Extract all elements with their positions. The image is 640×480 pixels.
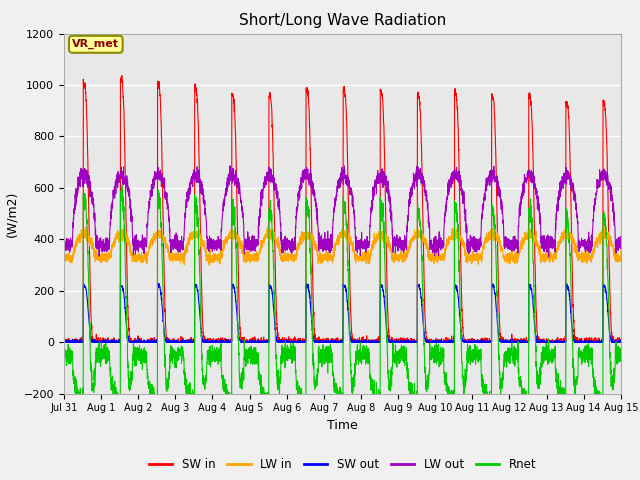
SW in (516, 338, 524, 344)
LW out (60, 237, 68, 242)
LW out (636, 163, 640, 168)
SW out (525, 281, 533, 287)
LW in (444, 240, 452, 246)
LW in (60, 256, 68, 262)
LW in (163, 245, 170, 251)
SW in (525, 90, 533, 96)
Rnet (163, 387, 170, 393)
LW out (525, 172, 532, 178)
SW in (60, 338, 68, 344)
Legend: SW in, LW in, SW out, LW out, Rnet: SW in, LW in, SW out, LW out, Rnet (144, 454, 541, 476)
LW in (456, 237, 464, 242)
SW in (60, 339, 68, 345)
Rnet (499, 374, 507, 380)
Y-axis label: (W/m2): (W/m2) (5, 191, 18, 237)
Title: Short/Long Wave Radiation: Short/Long Wave Radiation (239, 13, 446, 28)
Rnet (445, 390, 452, 396)
Rnet (118, 183, 125, 189)
SW out (499, 337, 507, 343)
LW out (444, 187, 452, 192)
LW in (82, 224, 90, 229)
LW in (499, 252, 507, 258)
Rnet (516, 380, 524, 386)
Text: VR_met: VR_met (72, 39, 119, 49)
SW in (499, 339, 507, 345)
LW out (516, 205, 524, 211)
SW out (60, 339, 68, 345)
SW out (456, 320, 464, 325)
SW in (118, 73, 125, 79)
Line: SW in: SW in (64, 76, 640, 342)
SW out (445, 339, 452, 345)
SW out (516, 339, 524, 345)
LW out (623, 255, 631, 261)
SW in (456, 232, 464, 238)
SW out (60, 339, 68, 345)
SW in (163, 336, 170, 341)
Line: LW in: LW in (64, 227, 640, 266)
Line: Rnet: Rnet (64, 186, 640, 414)
SW out (163, 339, 170, 345)
SW out (155, 280, 163, 286)
Rnet (60, 359, 68, 364)
Rnet (525, 206, 533, 212)
LW out (456, 182, 464, 188)
X-axis label: Time: Time (327, 419, 358, 432)
Rnet (339, 411, 346, 417)
Rnet (456, 309, 464, 315)
LW in (516, 245, 524, 251)
LW out (499, 212, 507, 218)
SW in (445, 337, 452, 343)
LW out (163, 192, 170, 198)
LW in (525, 230, 533, 236)
Line: LW out: LW out (64, 166, 640, 258)
Line: SW out: SW out (64, 283, 640, 342)
